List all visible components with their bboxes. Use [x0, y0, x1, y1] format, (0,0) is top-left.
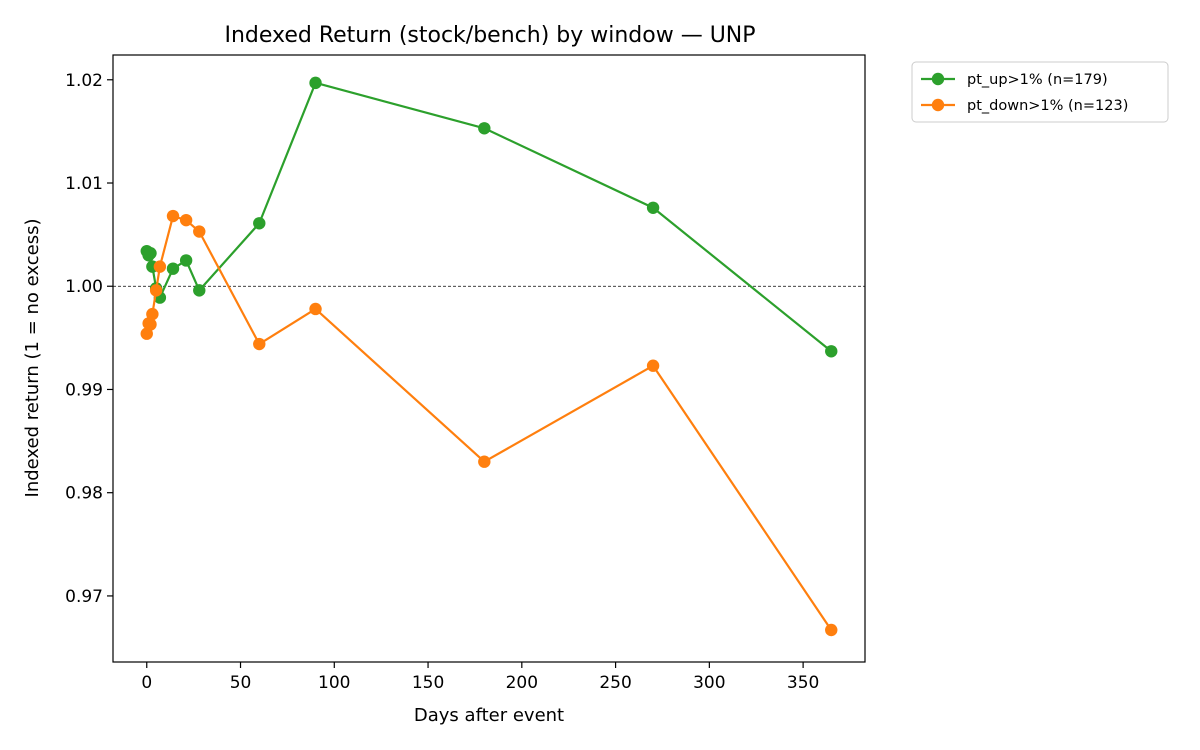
data-point — [478, 455, 491, 468]
x-tick-label: 200 — [506, 673, 538, 693]
chart-title: Indexed Return (stock/bench) by window —… — [224, 23, 755, 48]
data-point — [646, 359, 660, 372]
data-point — [149, 284, 163, 297]
data-point — [825, 623, 838, 637]
series-0 — [140, 76, 838, 358]
legend-label: pt_up>1% (n=179) — [967, 72, 1108, 88]
data-point — [309, 302, 322, 316]
x-tick-label: 300 — [693, 673, 725, 693]
legend-swatch-marker — [931, 72, 945, 86]
data-point — [166, 262, 180, 275]
series-line — [145, 81, 832, 353]
legend-label: pt_down>1% (n=123) — [967, 98, 1128, 114]
legend-swatch-marker — [931, 98, 945, 112]
x-tick-label: 350 — [787, 673, 819, 693]
x-axis-title: Days after event — [414, 705, 564, 726]
y-tick-label: 1.02 — [65, 71, 103, 91]
y-axis: 0.97 0.98 0.99 1.00 1.01 1.02 — [65, 71, 113, 607]
data-point — [309, 76, 322, 90]
legend-items: pt_up>1% (n=179) pt_down>1% (n=123) — [921, 72, 1128, 114]
data-point — [478, 122, 491, 135]
data-point — [253, 217, 266, 230]
data-point — [144, 247, 157, 260]
x-tick-label: 50 — [230, 673, 252, 693]
data-point — [825, 345, 838, 358]
plot-frame — [112, 54, 866, 663]
x-tick-label: 150 — [412, 673, 444, 693]
data-point — [153, 260, 167, 273]
data-point — [253, 337, 266, 351]
x-tick-label: 250 — [599, 673, 631, 693]
y-axis-title: Indexed return (1 = no excess) — [22, 219, 43, 498]
legend-box — [911, 61, 1169, 123]
series-1 — [140, 209, 838, 637]
data-point — [179, 213, 193, 227]
y-tick-label: 1.01 — [65, 174, 103, 194]
data-point — [193, 284, 206, 297]
data-point — [146, 307, 159, 321]
series-layer — [140, 76, 838, 637]
y-tick-label: 0.98 — [65, 484, 103, 504]
x-axis: 0 50 100 150 200 250 300 350 — [141, 662, 819, 693]
data-point — [166, 209, 180, 223]
y-tick-label: 0.99 — [65, 380, 103, 400]
data-point — [140, 327, 153, 340]
data-point — [179, 254, 193, 267]
x-tick-label: 100 — [318, 673, 350, 693]
legend: pt_up>1% (n=179) pt_down>1% (n=123) — [911, 61, 1169, 123]
plot-area — [112, 54, 866, 663]
data-point — [646, 201, 660, 214]
data-point — [144, 318, 157, 331]
y-tick-label: 0.97 — [65, 587, 103, 607]
y-tick-label: 1.00 — [65, 277, 103, 297]
x-tick-label: 0 — [141, 673, 152, 693]
series-line — [145, 214, 833, 631]
data-point — [193, 225, 206, 238]
